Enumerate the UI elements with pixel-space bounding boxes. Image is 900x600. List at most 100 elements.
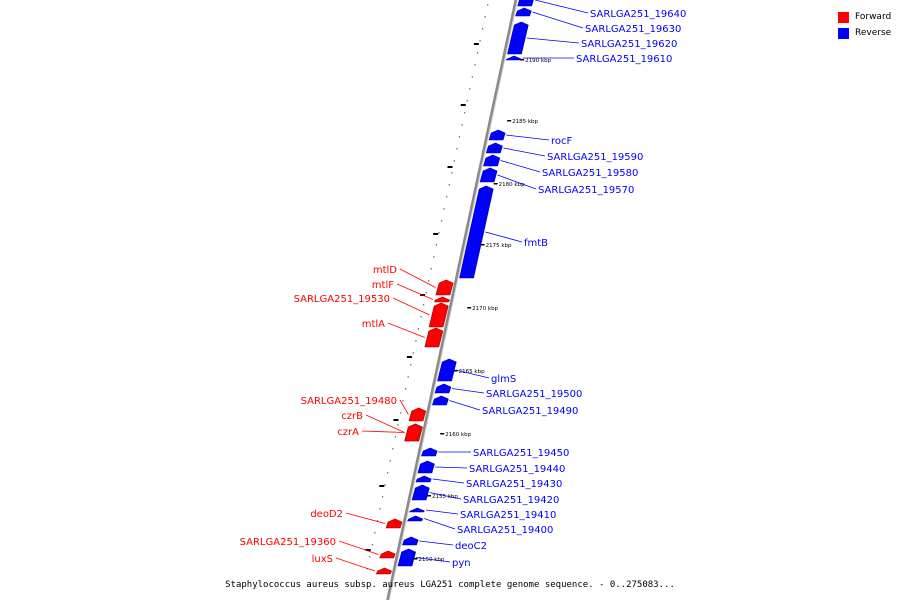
gene-leader-line xyxy=(429,492,462,500)
gene-leader-line xyxy=(392,297,430,316)
gene-label-reverse: deoC2 xyxy=(455,541,487,552)
reverse-gene xyxy=(408,507,425,513)
reverse-gene xyxy=(415,475,432,483)
gene-leader-line xyxy=(503,147,546,157)
reverse-swatch xyxy=(838,27,849,39)
reverse-gene xyxy=(459,185,494,279)
reverse-gene xyxy=(402,536,419,546)
ruler-tick-left xyxy=(365,549,371,551)
gene-leader-line xyxy=(396,283,434,300)
gene-leader-line xyxy=(497,174,537,190)
gene-label-reverse: SARLGA251_19640 xyxy=(590,9,686,20)
legend: Forward Reverse xyxy=(838,9,891,41)
gene-label-reverse: SARLGA251_19590 xyxy=(547,152,643,163)
gene-leader-line xyxy=(415,557,451,563)
reverse-gene xyxy=(483,154,501,167)
gene-label-forward: czrA xyxy=(337,427,359,438)
reverse-gene xyxy=(397,548,416,567)
gene-leader-line xyxy=(500,160,541,173)
ruler-tick xyxy=(493,183,498,185)
gene-label-forward: SARLGA251_19360 xyxy=(240,537,336,548)
gene-label-reverse: fmtB xyxy=(524,238,548,249)
forward-gene xyxy=(385,518,403,529)
genome-backbone xyxy=(386,0,518,600)
reverse-gene xyxy=(437,358,457,382)
gene-label-reverse: SARLGA251_19580 xyxy=(542,168,638,179)
legend-forward: Forward xyxy=(838,9,891,25)
gene-leader-line xyxy=(435,466,468,469)
reverse-gene xyxy=(515,7,532,17)
gene-label-reverse: SARLGA251_19630 xyxy=(585,24,681,35)
gene-leader-line xyxy=(365,414,405,433)
reverse-gene xyxy=(488,129,506,141)
forward-gene xyxy=(379,550,396,559)
legend-reverse-label: Reverse xyxy=(855,28,892,38)
gene-label-forward: SARLGA251_19530 xyxy=(294,294,390,305)
gene-label-forward: czrB xyxy=(341,411,363,422)
ruler-label: 2180 kbp xyxy=(499,182,525,188)
reverse-gene xyxy=(517,0,534,7)
gene-label-forward: mtlF xyxy=(372,280,394,291)
gene-leader-line xyxy=(345,512,386,524)
ruler-tick-left xyxy=(460,104,466,106)
gene-label-reverse: SARLGA251_19440 xyxy=(469,464,565,475)
gene-leader-line xyxy=(526,37,580,44)
gene-label-reverse: SARLGA251_19400 xyxy=(457,525,553,536)
ruler-tick xyxy=(507,120,512,122)
reverse-gene xyxy=(407,515,424,522)
map-caption: Staphylococcus aureus subsp. aureus LGA2… xyxy=(225,580,675,590)
gene-leader-line xyxy=(432,478,465,484)
gene-label-reverse: SARLGA251_19500 xyxy=(486,389,582,400)
reverse-gene xyxy=(479,167,498,183)
ruler-tick-left xyxy=(447,166,453,168)
forward-gene xyxy=(408,407,427,422)
ruler-label: 2170 kbp xyxy=(472,306,498,312)
ruler-tick-left xyxy=(406,356,412,358)
forward-gene xyxy=(428,302,449,328)
gene-leader-line xyxy=(506,134,550,141)
gene-label-reverse: SARLGA251_19420 xyxy=(463,495,559,506)
legend-forward-label: Forward xyxy=(855,12,892,22)
forward-gene xyxy=(424,327,444,348)
gene-leader-line xyxy=(338,540,379,555)
ruler-label: 2175 kbp xyxy=(486,243,512,249)
forward-gene xyxy=(375,567,392,575)
gene-label-reverse: glmS xyxy=(491,374,516,385)
ruler-tick xyxy=(480,244,485,246)
gene-leader-line xyxy=(451,388,485,394)
gene-leader-line xyxy=(424,518,456,530)
gene-label-reverse: SARLGA251_19450 xyxy=(473,448,569,459)
gene-leader-line xyxy=(335,557,376,572)
gene-leader-line xyxy=(361,430,405,433)
forward-gene xyxy=(435,279,454,296)
reverse-gene xyxy=(485,142,503,154)
ruler-tick xyxy=(467,307,472,309)
gene-leader-line xyxy=(419,540,454,546)
ruler-label: 2185 kbp xyxy=(512,119,538,125)
ruler-tick-left xyxy=(379,485,385,487)
gene-leader-line xyxy=(485,231,523,243)
reverse-gene xyxy=(431,395,449,406)
ruler-label: 2160 kbp xyxy=(445,432,471,438)
gene-leader-line xyxy=(399,399,409,415)
ruler-label: 2155 kbp xyxy=(432,494,458,500)
reverse-gene xyxy=(421,447,438,457)
gene-leader-line xyxy=(399,268,436,288)
gene-label-forward: mtlD xyxy=(373,265,397,276)
gene-leader-line xyxy=(387,322,425,338)
forward-gene xyxy=(433,296,450,303)
gene-label-reverse: rocF xyxy=(551,136,573,147)
legend-reverse: Reverse xyxy=(838,25,891,41)
gene-label-forward: mtlA xyxy=(362,319,385,330)
forward-gene xyxy=(404,423,423,442)
gene-label-reverse: SARLGA251_19610 xyxy=(576,54,672,65)
gene-leader-line xyxy=(534,0,589,14)
ruler-tick xyxy=(440,433,445,435)
forward-swatch xyxy=(838,11,849,23)
reverse-gene xyxy=(411,484,430,501)
gene-label-reverse: SARLGA251_19490 xyxy=(482,406,578,417)
gene-label-reverse: SARLGA251_19620 xyxy=(581,39,677,50)
ruler-tick-left xyxy=(473,43,479,45)
reverse-gene xyxy=(505,55,522,61)
